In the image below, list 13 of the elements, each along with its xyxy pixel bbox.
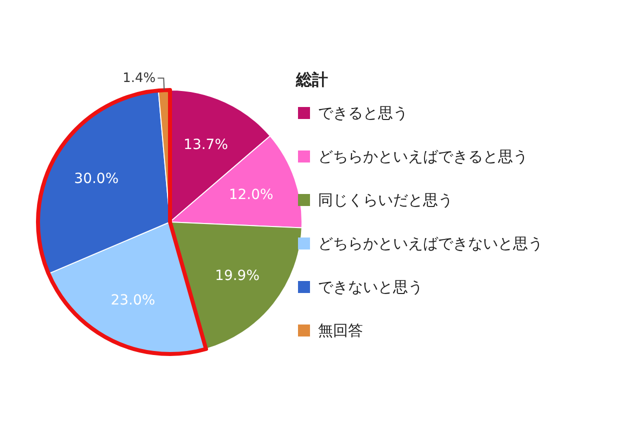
data-label: 12.0% (228, 186, 274, 203)
legend-label: 同じくらいだと思う (318, 191, 453, 209)
legend-label: できると思う (318, 104, 408, 122)
data-label: 30.0% (74, 170, 119, 187)
legend-title: 総計 (295, 70, 328, 89)
data-label: 13.7% (184, 137, 228, 154)
data-label: 23.0% (110, 292, 156, 308)
legend-label: どちらかといえばできないと思う (318, 234, 543, 252)
data-label: 1.4% (122, 71, 156, 86)
legend-label: どちらかといえばできると思う (318, 148, 528, 166)
data-label: 19.9% (215, 268, 260, 284)
legend-label: できないと思う (318, 278, 423, 296)
legend-label: 無回答 (318, 322, 363, 340)
